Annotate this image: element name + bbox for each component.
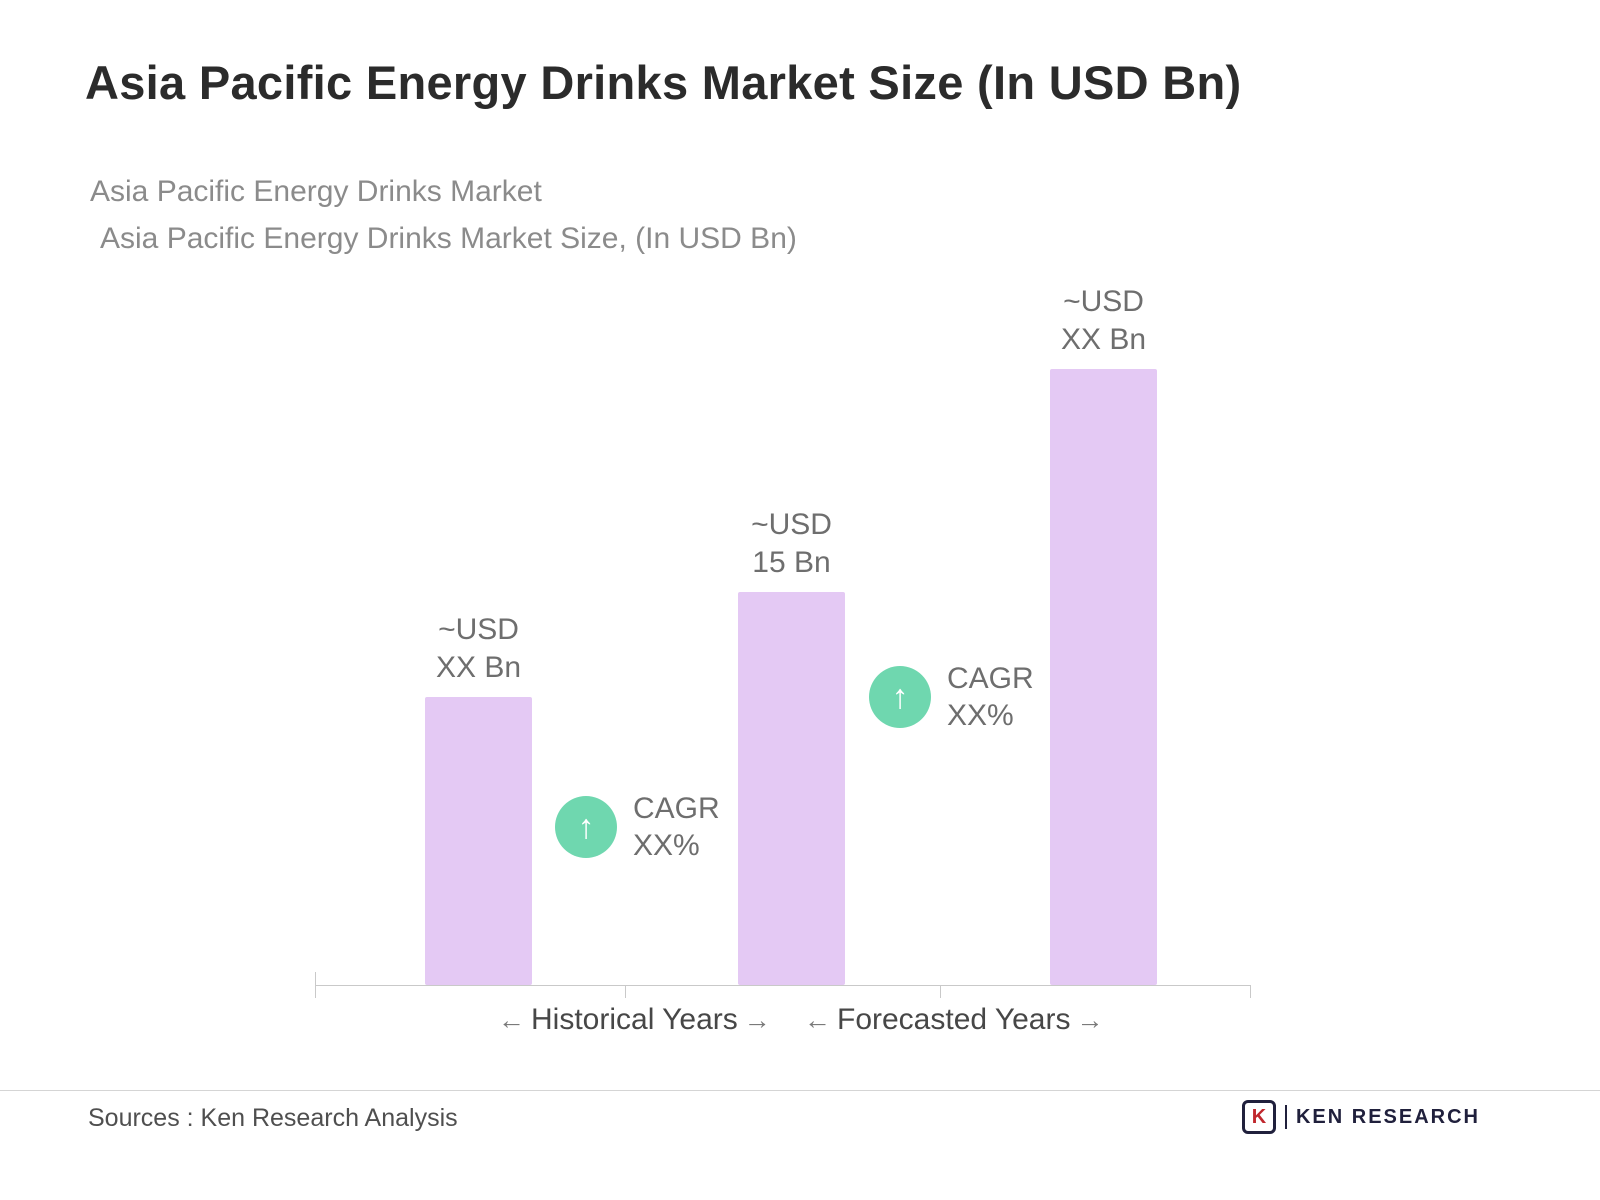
bar-label-line2: XX Bn [435,651,522,684]
brand-name: KEN RESEARCH [1295,1105,1480,1128]
x-axis-line [315,985,1251,986]
bar-value-label: ~USD XX Bn [436,611,521,687]
right-arrow-icon: → [1076,1005,1104,1035]
cagr-annotation-1: ↑ CAGR XX% [555,790,720,864]
bar-current [738,592,845,985]
bar-group-current: ~USD 15 Bn [738,205,845,985]
axis-group-label-historical: ← Historical Years → [492,1003,777,1037]
up-arrow-icon: ↑ [891,678,909,716]
left-arrow-icon: ← [498,1005,525,1035]
cagr-label-line1: CAGR [947,662,1034,695]
axis-group-label-text: Historical Years [531,1003,738,1036]
right-arrow-icon: → [743,1005,771,1035]
axis-group-label-forecasted: ← Forecasted Years → [798,1003,1109,1037]
bar-label-line1: ~USD [1063,285,1144,318]
cagr-label: CAGR XX% [633,790,720,864]
axis-tick [1250,985,1251,998]
bar-label-line1: ~USD [438,613,519,646]
chart-subtitle-line2: Asia Pacific Energy Drinks Market Size, … [100,222,797,255]
bar-group-forecast: ~USD XX Bn [1050,205,1157,985]
chart-subtitle: Asia Pacific Energy Drinks Market Asia P… [90,168,797,262]
axis-group-label-text: Forecasted Years [837,1003,1071,1036]
axis-tick [315,972,316,998]
axis-tick [625,985,626,998]
brand-logo: K KEN RESEARCH [1241,1100,1480,1134]
cagr-up-icon: ↑ [555,796,617,858]
cagr-label-line2: XX% [947,699,1014,732]
page-title: Asia Pacific Energy Drinks Market Size (… [85,56,1242,109]
bar-forecast [1050,369,1157,985]
chart-subtitle-line1: Asia Pacific Energy Drinks Market [90,175,542,208]
cagr-label: CAGR XX% [947,660,1034,734]
cagr-annotation-2: ↑ CAGR XX% [869,660,1034,734]
cagr-label-line1: CAGR [633,792,720,825]
bar-historical [425,697,532,985]
logo-divider [1284,1105,1287,1129]
bar-label-line2: XX Bn [1060,323,1147,356]
axis-tick [940,985,941,998]
ken-research-logo-icon: K [1241,1100,1276,1134]
footer-divider [0,1090,1600,1091]
left-arrow-icon: ← [804,1005,831,1035]
cagr-label-line2: XX% [633,829,700,862]
bar-label-line2: 15 Bn [752,546,831,579]
bar-group-historical: ~USD XX Bn [425,205,532,985]
bar-value-label: ~USD XX Bn [1061,283,1146,359]
bar-value-label: ~USD 15 Bn [751,506,832,582]
bar-label-line1: ~USD [751,508,832,541]
sources-text: Sources : Ken Research Analysis [88,1104,458,1132]
cagr-up-icon: ↑ [869,666,931,728]
up-arrow-icon: ↑ [577,808,595,846]
